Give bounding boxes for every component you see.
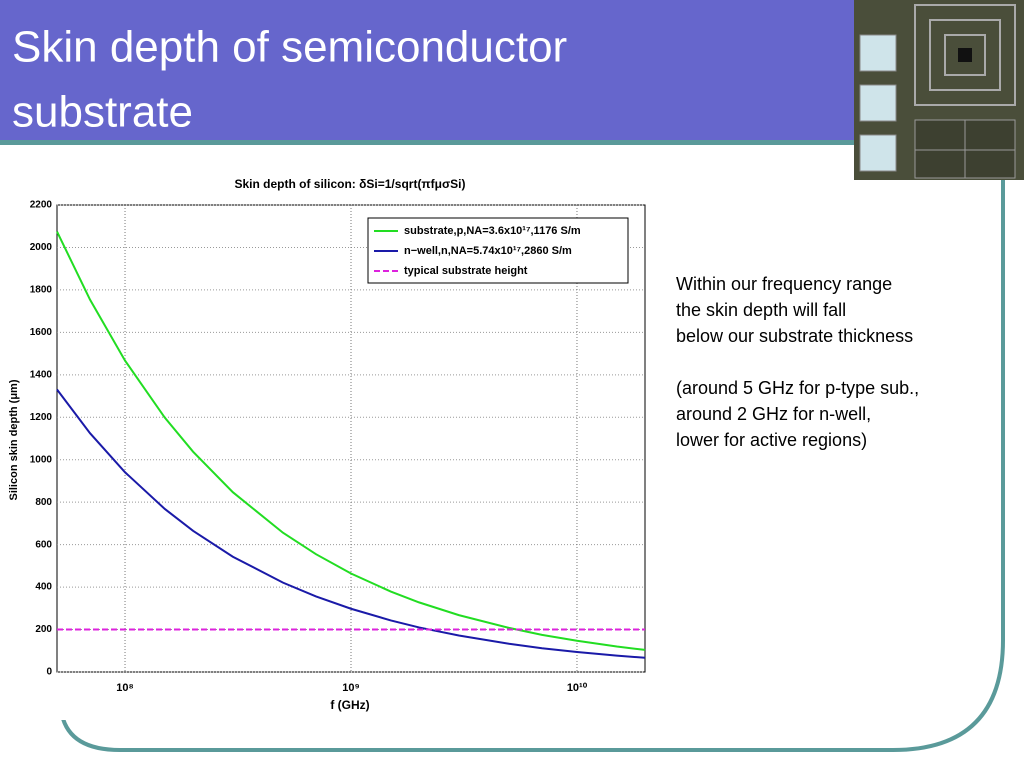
title-rule	[0, 140, 860, 145]
series-line	[56, 231, 646, 651]
y-tick-label: 400	[35, 582, 52, 593]
y-tick-label: 0	[46, 667, 52, 678]
y-axis-label: Silicon skin depth (μm)	[8, 379, 20, 500]
y-tick-label: 1000	[30, 454, 53, 465]
chip-photo	[854, 0, 1024, 180]
x-tick-label: 10¹⁰	[567, 682, 588, 694]
title-bar	[0, 0, 1024, 140]
legend-box	[367, 217, 629, 284]
x-tick-label: 10⁸	[116, 682, 133, 694]
y-tick-label: 800	[35, 497, 52, 508]
legend-label: substrate,p,NA=3.6x10¹⁷,1176 S/m	[404, 225, 581, 237]
body-text: the skin depth will fall	[676, 300, 846, 320]
slide-title: Skin depth of semiconductor	[12, 23, 567, 72]
y-tick-label: 2000	[30, 242, 53, 253]
legend-label: typical substrate height	[404, 265, 528, 277]
y-tick-label: 1400	[30, 369, 53, 380]
y-tick-label: 1600	[30, 327, 53, 338]
body-text: Within our frequency range	[676, 274, 892, 294]
y-tick-label: 1800	[30, 285, 53, 296]
body-text: around 2 GHz for n-well,	[676, 404, 871, 424]
legend-label: n−well,n,NA=5.74x10¹⁷,2860 S/m	[404, 245, 572, 257]
body-text: lower for active regions)	[676, 430, 867, 450]
body-text: (around 5 GHz for p-type sub.,	[676, 378, 919, 398]
x-tick-label: 10⁹	[342, 682, 359, 694]
chart-title: Skin depth of silicon: δSi=1/sqrt(πfμσSi…	[234, 177, 465, 191]
body-text: below our substrate thickness	[676, 326, 913, 346]
x-axis-label: f (GHz)	[330, 698, 369, 712]
slide-title: substrate	[12, 88, 193, 137]
y-tick-label: 200	[35, 624, 52, 635]
series-line	[56, 388, 646, 659]
y-tick-label: 2200	[30, 200, 53, 211]
slide-frame	[60, 170, 1005, 752]
y-tick-label: 1200	[30, 412, 53, 423]
y-tick-label: 600	[35, 539, 52, 550]
